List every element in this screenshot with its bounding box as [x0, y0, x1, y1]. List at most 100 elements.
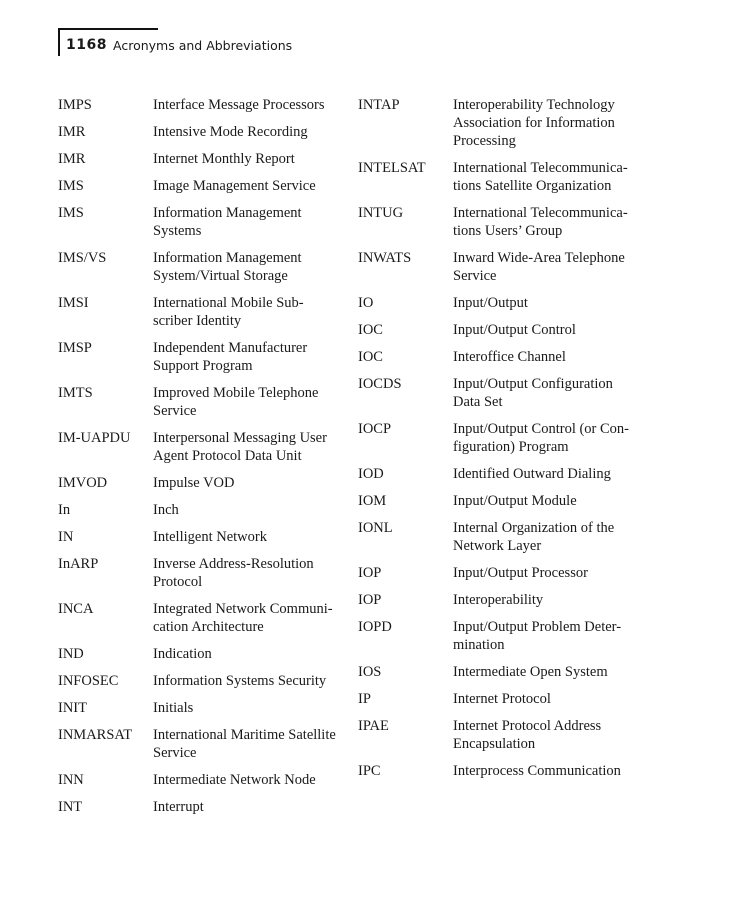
acronym: IOCDS	[358, 376, 402, 392]
acronym: IONL	[358, 520, 393, 536]
glossary-entry: IMPS Interface Message Processors	[58, 96, 348, 114]
glossary-entry: IMR Internet Monthly Report	[58, 150, 348, 168]
acronym: INTUG	[358, 205, 404, 221]
glossary-entry: IMR Intensive Mode Recording	[58, 123, 348, 141]
definition: Internal Organization of the Network Lay…	[453, 520, 615, 554]
glossary-entry: IMS/VS Information Management System/Virt…	[58, 249, 348, 285]
page-number: 1168	[66, 37, 107, 53]
definition: Input/Output Module	[453, 493, 577, 509]
definition: Intensive Mode Recording	[153, 124, 308, 140]
glossary-entry: IOP Interoperability	[358, 591, 648, 609]
definition: Internet Protocol	[453, 691, 551, 707]
definition: Indication	[153, 646, 212, 662]
right-column: INTAP Interoperability Technology Associa…	[358, 96, 648, 789]
definition: Input/Output Problem Deter- mination	[453, 619, 622, 653]
definition: Interface Message Processors	[153, 97, 325, 113]
acronym: INN	[58, 772, 84, 788]
acronym: IM-UAPDU	[58, 430, 131, 446]
glossary-entry: IND Indication	[58, 645, 348, 663]
definition: Interoperability	[453, 592, 544, 608]
acronym: IOC	[358, 349, 383, 365]
acronym: IMTS	[58, 385, 93, 401]
acronym: INTELSAT	[358, 160, 426, 176]
glossary-entry: IOPD Input/Output Problem Deter- mination	[358, 618, 648, 654]
definition: Interoperability Technology Association …	[453, 97, 615, 149]
acronym: IOD	[358, 466, 384, 482]
glossary-entry: INMARSAT International Maritime Satellite…	[58, 726, 348, 762]
definition: Interrupt	[153, 799, 204, 815]
glossary-entry: IOC Interoffice Channel	[358, 348, 648, 366]
definition: Impulse VOD	[153, 475, 235, 491]
definition: Identified Outward Dialing	[453, 466, 611, 482]
definition: Interpersonal Messaging User Agent Proto…	[153, 430, 327, 464]
glossary-entry: INN Intermediate Network Node	[58, 771, 348, 789]
definition: Interoffice Channel	[453, 349, 566, 365]
definition: Input/Output Configuration Data Set	[453, 376, 613, 410]
acronym: IP	[358, 691, 371, 707]
definition: International Telecommunica- tions Satel…	[453, 160, 628, 194]
acronym: IOP	[358, 565, 382, 581]
acronym: INTAP	[358, 97, 400, 113]
left-column: IMPS Interface Message Processors IMR Inten…	[58, 96, 348, 825]
acronym: IOC	[358, 322, 383, 338]
glossary-entry: IMS Image Management Service	[58, 177, 348, 195]
acronym: INFOSEC	[58, 673, 119, 689]
header-rule-vertical	[58, 28, 60, 56]
glossary-entry: INCA Integrated Network Communi- cation A…	[58, 600, 348, 636]
acronym: INWATS	[358, 250, 412, 266]
definition: Input/Output	[453, 295, 528, 311]
acronym: IMPS	[58, 97, 92, 113]
acronym: INMARSAT	[58, 727, 133, 743]
definition: Information Management Systems	[153, 205, 302, 239]
glossary-entry: IMSP Independent Manufacturer Support Pro…	[58, 339, 348, 375]
glossary-entry: IO Input/Output	[358, 294, 648, 312]
acronym: IND	[58, 646, 84, 662]
acronym: IOP	[358, 592, 382, 608]
glossary-entry: IOC Input/Output Control	[358, 321, 648, 339]
definition: Input/Output Control (or Con- figuration…	[453, 421, 630, 455]
glossary-entry: In Inch	[58, 501, 348, 519]
glossary-entry: IMVOD Impulse VOD	[58, 474, 348, 492]
glossary-entry: IPAE Internet Protocol Address Encapsulat…	[358, 717, 648, 753]
glossary-entry: IOP Input/Output Processor	[358, 564, 648, 582]
acronym: IMR	[58, 151, 86, 167]
acronym: IN	[58, 529, 74, 545]
definition: Information Management System/Virtual St…	[153, 250, 302, 284]
acronym: IMSI	[58, 295, 89, 311]
acronym: IPC	[358, 763, 381, 779]
acronym: IO	[358, 295, 374, 311]
definition: Inward Wide-Area Telephone Service	[453, 250, 625, 284]
acronym: INT	[58, 799, 83, 815]
definition: Intermediate Network Node	[153, 772, 316, 788]
glossary-entry: IOD Identified Outward Dialing	[358, 465, 648, 483]
definition: International Maritime Satellite Service	[153, 727, 336, 761]
glossary-entry: INTAP Interoperability Technology Associa…	[358, 96, 648, 150]
definition: Internet Monthly Report	[153, 151, 295, 167]
glossary-entry: INTUG International Telecommunica- tions …	[358, 204, 648, 240]
glossary-entry: IP Internet Protocol	[358, 690, 648, 708]
glossary-entry: InARP Inverse Address-Resolution Protocol	[58, 555, 348, 591]
acronym: IMSP	[58, 340, 92, 356]
definition: Independent Manufacturer Support Program	[153, 340, 308, 374]
acronym: IMS	[58, 178, 84, 194]
glossary-entry: IN Intelligent Network	[58, 528, 348, 546]
acronym: IOM	[358, 493, 387, 509]
definition: Initials	[153, 700, 194, 716]
glossary-entry: INT Interrupt	[58, 798, 348, 816]
running-title: Acronyms and Abbreviations	[113, 38, 293, 53]
acronym: IMVOD	[58, 475, 108, 491]
glossary-entry: INTELSAT International Telecommunica- tio…	[358, 159, 648, 195]
definition: Intelligent Network	[153, 529, 267, 545]
glossary-entry: IOM Input/Output Module	[358, 492, 648, 510]
glossary-entry: IMTS Improved Mobile Telephone Service	[58, 384, 348, 420]
definition: Internet Protocol Address Encapsulation	[453, 718, 602, 752]
acronym: INCA	[58, 601, 94, 617]
glossary-entry: IOS Intermediate Open System	[358, 663, 648, 681]
definition: Input/Output Control	[453, 322, 576, 338]
definition: Information Systems Security	[153, 673, 327, 689]
glossary-entry: IONL Internal Organization of the Network…	[358, 519, 648, 555]
acronym: IOPD	[358, 619, 392, 635]
glossary-entry: IOCDS Input/Output Configuration Data Set	[358, 375, 648, 411]
definition: International Telecommunica- tions Users…	[453, 205, 628, 239]
acronym: IOS	[358, 664, 382, 680]
